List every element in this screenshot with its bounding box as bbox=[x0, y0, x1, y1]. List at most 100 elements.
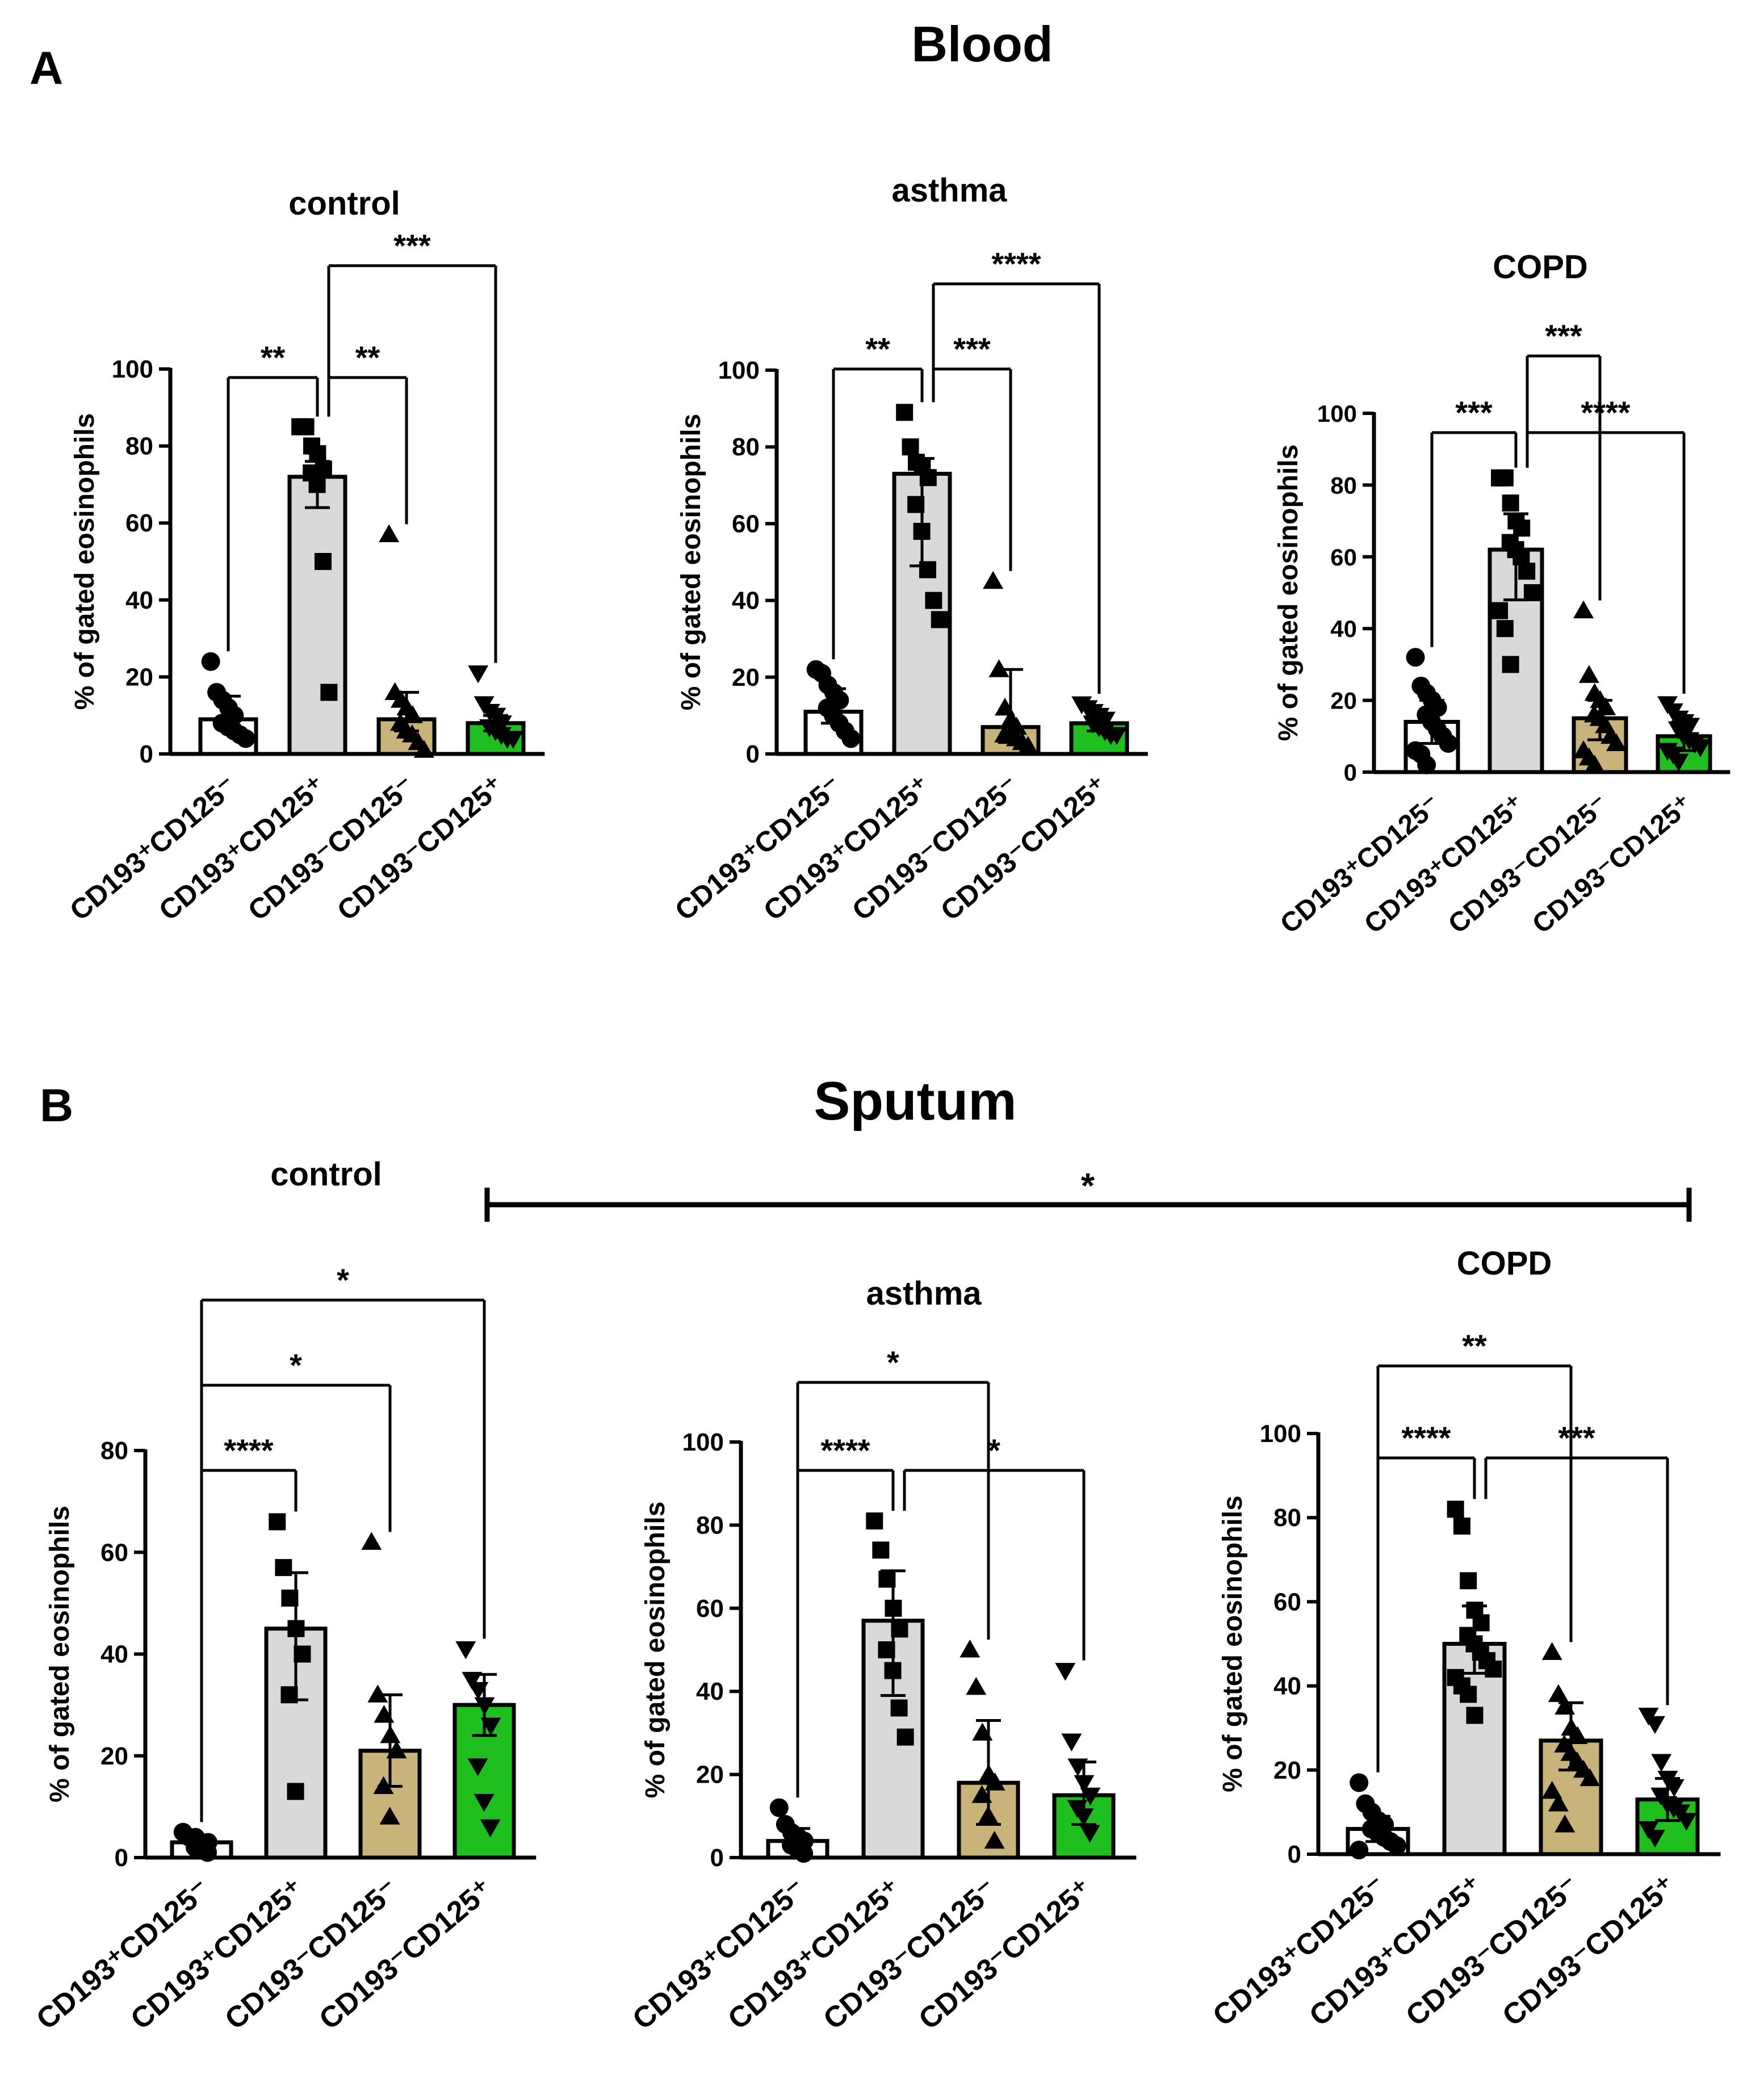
y-tick-label: 60 bbox=[125, 509, 153, 537]
y-axis-label: % of gated eosinophils bbox=[45, 1506, 75, 1803]
data-point-triangle-down bbox=[1690, 739, 1711, 757]
sig-label: * bbox=[988, 1432, 1000, 1468]
data-point-triangle-down bbox=[474, 1697, 495, 1716]
y-tick-label: 80 bbox=[732, 433, 760, 461]
data-point-circle bbox=[1406, 648, 1425, 667]
data-point-triangle-down bbox=[1664, 1779, 1685, 1797]
y-tick-label: 100 bbox=[718, 357, 760, 384]
data-point-triangle bbox=[1584, 755, 1605, 773]
data-point-triangle-down bbox=[468, 665, 489, 684]
data-point-square bbox=[1502, 656, 1519, 673]
data-point-square bbox=[902, 438, 919, 456]
y-tick-label: 0 bbox=[746, 740, 760, 768]
data-point-square bbox=[907, 496, 925, 513]
data-point-triangle bbox=[1578, 665, 1599, 683]
data-point-triangle bbox=[1541, 1780, 1562, 1799]
bar-pos_pos bbox=[287, 475, 347, 756]
cross-panel-sig-label: * bbox=[1081, 1167, 1095, 1206]
data-point-triangle bbox=[413, 740, 434, 758]
data-point-triangle bbox=[971, 1785, 992, 1803]
data-point-triangle bbox=[374, 1705, 395, 1723]
y-tick-label: 60 bbox=[1330, 544, 1357, 571]
data-point-circle bbox=[1387, 1836, 1406, 1855]
y-tick-label: 20 bbox=[100, 1742, 128, 1770]
data-point-square bbox=[925, 592, 942, 609]
data-point-triangle-down bbox=[455, 1641, 476, 1659]
y-axis-label: % of gated eosinophils bbox=[676, 414, 706, 711]
data-point-triangle-down bbox=[1067, 1758, 1088, 1776]
data-point-triangle bbox=[1555, 1696, 1576, 1715]
y-axis-label: % of gated eosinophils bbox=[1273, 445, 1304, 741]
data-point-square bbox=[314, 553, 332, 570]
data-point-square bbox=[269, 1513, 286, 1531]
y-tick-label: 60 bbox=[100, 1539, 128, 1566]
data-point-triangle bbox=[379, 524, 400, 543]
y-tick-label: 20 bbox=[1330, 688, 1357, 714]
data-point-square bbox=[919, 469, 937, 487]
data-point-square bbox=[896, 404, 914, 421]
data-point-square bbox=[1518, 563, 1536, 580]
y-tick-label: 40 bbox=[1273, 1673, 1301, 1700]
chart-title: control bbox=[288, 185, 400, 222]
sig-label: *** bbox=[953, 331, 991, 367]
data-point-square bbox=[878, 1641, 895, 1658]
data-point-triangle-down bbox=[468, 1682, 489, 1700]
data-point-triangle bbox=[1548, 1684, 1569, 1702]
data-point-square bbox=[872, 1541, 890, 1559]
data-point-square bbox=[1496, 620, 1514, 638]
y-tick-label: 60 bbox=[732, 510, 760, 538]
data-point-triangle bbox=[1017, 736, 1038, 754]
data-point-square bbox=[896, 1728, 914, 1746]
sig-label: ** bbox=[355, 339, 380, 375]
y-axis-label: % of gated eosinophils bbox=[640, 1502, 671, 1799]
y-tick-label: 100 bbox=[1260, 1420, 1301, 1448]
y-tick-label: 60 bbox=[1273, 1588, 1301, 1616]
data-point-triangle bbox=[367, 1684, 388, 1703]
y-tick-label: 20 bbox=[1273, 1757, 1301, 1784]
panel-a-label: A bbox=[30, 43, 63, 94]
data-point-square bbox=[1453, 1518, 1470, 1535]
data-point-triangle-down bbox=[1079, 1825, 1100, 1843]
y-tick-label: 80 bbox=[696, 1511, 724, 1539]
sig-label: * bbox=[887, 1344, 899, 1380]
y-tick-label: 100 bbox=[112, 355, 153, 383]
y-tick-label: 20 bbox=[125, 663, 153, 691]
y-tick-label: 80 bbox=[125, 433, 153, 460]
data-point-circle bbox=[198, 1843, 217, 1862]
data-point-triangle-down bbox=[1668, 753, 1689, 772]
data-point-square bbox=[308, 476, 326, 493]
data-point-square bbox=[919, 561, 936, 579]
data-point-square bbox=[1485, 1660, 1502, 1678]
data-point-triangle-down bbox=[480, 1819, 501, 1838]
y-tick-label: 40 bbox=[125, 586, 153, 614]
data-point-triangle-down bbox=[502, 731, 523, 749]
data-point-triangle bbox=[1579, 1768, 1600, 1787]
sig-label: * bbox=[337, 1262, 349, 1298]
y-tick-label: 60 bbox=[696, 1595, 724, 1623]
data-point-circle bbox=[769, 1798, 789, 1817]
chart-title: control bbox=[270, 1156, 382, 1193]
sig-label: **** bbox=[1581, 395, 1630, 430]
data-point-square bbox=[280, 1686, 298, 1704]
data-point-triangle-down bbox=[1080, 1787, 1101, 1806]
sig-label: ** bbox=[261, 339, 286, 375]
data-point-circle bbox=[841, 729, 861, 748]
data-point-square bbox=[1496, 469, 1514, 487]
data-point-triangle bbox=[1606, 733, 1627, 751]
data-point-triangle-down bbox=[480, 1717, 501, 1736]
data-point-square bbox=[281, 1589, 299, 1607]
sig-label: * bbox=[290, 1347, 302, 1383]
data-point-triangle bbox=[1541, 1642, 1562, 1660]
data-point-square bbox=[1460, 1572, 1477, 1590]
data-point-square bbox=[1502, 494, 1519, 512]
data-point-square bbox=[287, 1620, 305, 1637]
data-point-triangle bbox=[1567, 1726, 1588, 1745]
data-point-triangle bbox=[361, 1532, 382, 1550]
sig-label: *** bbox=[1545, 318, 1582, 354]
data-point-triangle bbox=[984, 1772, 1005, 1791]
data-point-triangle bbox=[402, 705, 423, 723]
data-point-square bbox=[287, 1783, 304, 1800]
data-point-circle bbox=[1417, 755, 1436, 774]
sig-label: **** bbox=[820, 1432, 870, 1468]
